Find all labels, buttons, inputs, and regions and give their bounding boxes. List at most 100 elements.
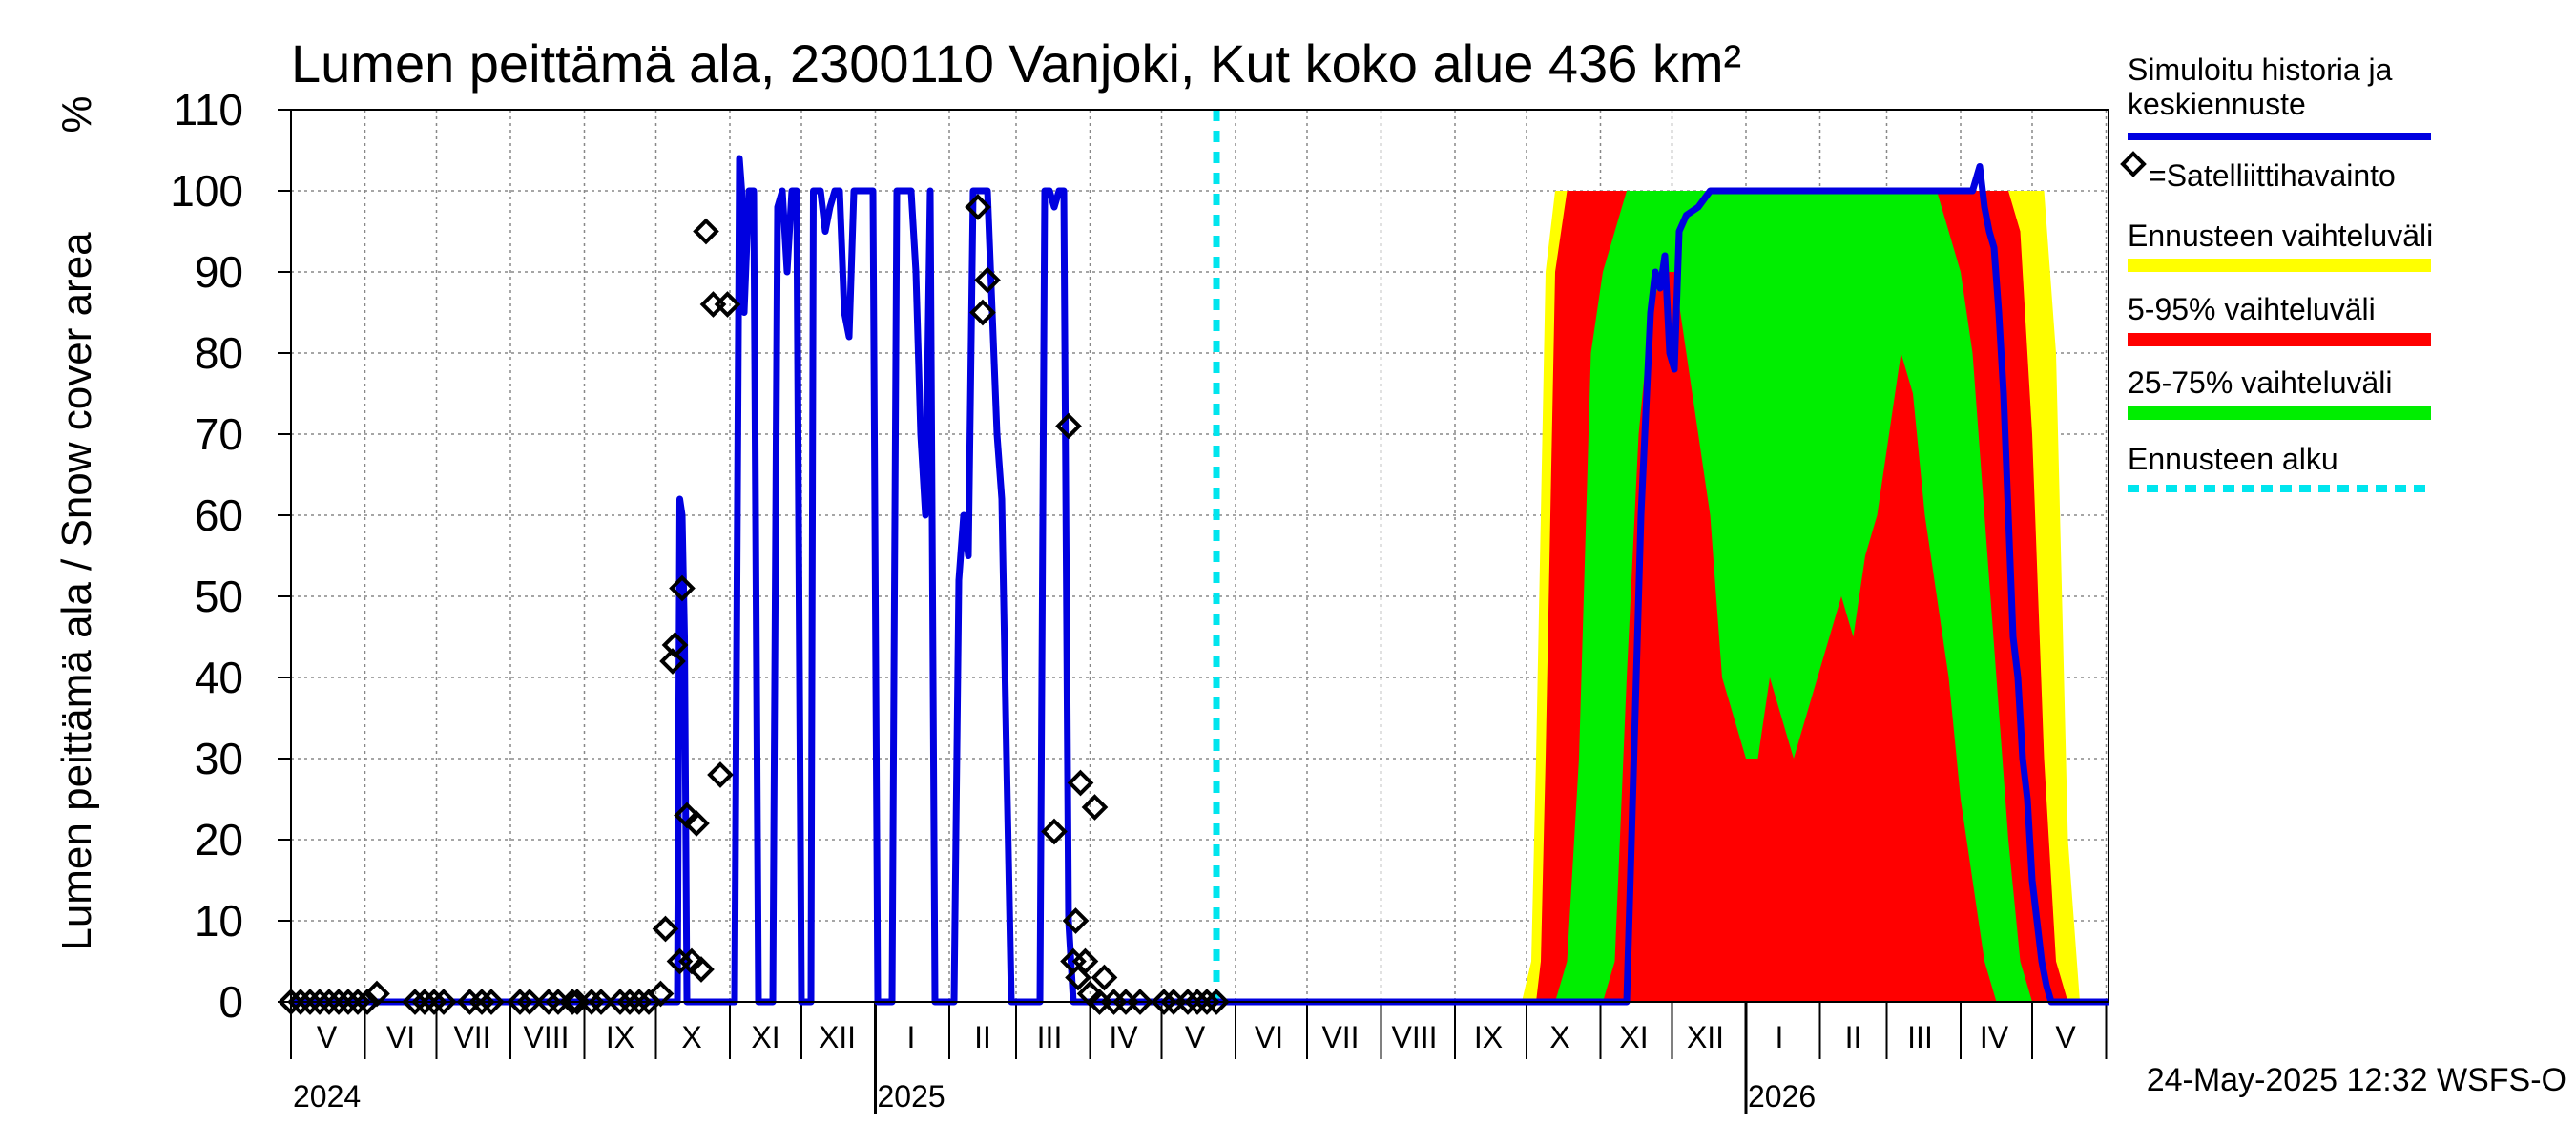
month-label: V (2055, 1020, 2076, 1054)
year-label: 2025 (878, 1079, 945, 1114)
month-label: VIII (1391, 1020, 1437, 1054)
observation-point (1127, 989, 1153, 1015)
observation-point (616, 989, 643, 1015)
month-label: X (1549, 1020, 1569, 1054)
chart-title: Lumen peittämä ala, 2300110 Vanjoki, Kut… (291, 33, 1741, 94)
observation-point (626, 989, 653, 1015)
observation-point (1194, 989, 1220, 1015)
legend-label: 25-75% vaihteluväli (2128, 365, 2393, 400)
observation-point (652, 915, 679, 943)
series-forecast-line (1216, 163, 2109, 1006)
month-label: I (907, 1020, 916, 1054)
observation-point (316, 989, 343, 1015)
observation-point (325, 989, 352, 1015)
y-unit: % (53, 95, 100, 133)
month-label: XII (819, 1020, 856, 1054)
observation-point (669, 574, 696, 602)
observation-point (507, 989, 533, 1015)
month-label: IX (1474, 1020, 1503, 1054)
observation-point (688, 956, 715, 983)
observation-point (468, 989, 495, 1015)
observation-point (297, 989, 323, 1015)
legend-label: =Satelliittihavainto (2149, 158, 2396, 193)
month-label: III (1037, 1020, 1063, 1054)
legend-label: Simuloitu historia ja keskiennuste (2128, 52, 2393, 121)
y-tick-label: 70 (195, 409, 243, 459)
observation-point (578, 989, 605, 1015)
observation-point (421, 989, 447, 1015)
month-label: VII (453, 1020, 490, 1054)
y-tick-label: 40 (195, 653, 243, 702)
observation-point (535, 989, 562, 1015)
observation-point (607, 989, 634, 1015)
y-tick-label: 80 (195, 328, 243, 378)
legend: Simuloitu historia ja keskiennuste =Satell… (2120, 52, 2433, 492)
legend-label: Ennusteen alku (2128, 442, 2338, 476)
y-tick-label: 100 (170, 166, 243, 216)
month-label: XI (751, 1020, 779, 1054)
y-tick-label: 30 (195, 734, 243, 783)
observation-point (1174, 989, 1201, 1015)
legend-label: 5-95% vaihteluväli (2128, 292, 2376, 326)
legend-diamond (2120, 151, 2147, 177)
y-tick-label: 10 (195, 896, 243, 946)
observation-point (287, 989, 314, 1015)
month-label: X (681, 1020, 701, 1054)
month-label: VIII (523, 1020, 569, 1054)
month-label: IV (1109, 1020, 1138, 1054)
observation-point (430, 989, 457, 1015)
observation-point (1067, 769, 1094, 797)
observation-point (647, 980, 675, 1008)
observation-point (588, 989, 614, 1015)
observation-point (1041, 818, 1068, 845)
observation-point (1184, 989, 1211, 1015)
month-label: I (1776, 1020, 1784, 1054)
observation-point (683, 810, 710, 837)
y-tick-label: 0 (218, 977, 243, 1027)
legend-label-line: Simuloitu historia ja (2128, 52, 2393, 87)
observation-point (1071, 947, 1099, 975)
y-tick-label: 20 (195, 815, 243, 864)
month-label: VII (1321, 1020, 1359, 1054)
month-label: II (1845, 1020, 1862, 1054)
y-tick-label: 50 (195, 572, 243, 621)
month-label: III (1907, 1020, 1933, 1054)
month-label: VI (1255, 1020, 1283, 1054)
observation-point (516, 989, 543, 1015)
footer-timestamp: 24-May-2025 12:32 WSFS-O (2147, 1062, 2566, 1098)
month-label: IX (606, 1020, 634, 1054)
plot-frame (290, 109, 2109, 1003)
observation-point (402, 989, 428, 1015)
observation-point (1203, 989, 1230, 1015)
month-label: V (1185, 1020, 1206, 1054)
month-label: II (974, 1020, 991, 1054)
observation-point (335, 989, 362, 1015)
y-tick-label: 90 (195, 247, 243, 297)
observation-point (1081, 794, 1109, 821)
month-label: XII (1687, 1020, 1724, 1054)
observation-point (478, 989, 505, 1015)
observation-point (1091, 964, 1118, 991)
observation-point (707, 761, 734, 788)
observation-point (306, 989, 333, 1015)
year-label: 2024 (293, 1079, 361, 1114)
observation-point (969, 299, 996, 326)
y-axis-label: Lumen peittämä ala / Snow cover area (53, 232, 100, 951)
month-label: VI (386, 1020, 415, 1054)
observation-point (1055, 412, 1082, 440)
observation-point (714, 291, 741, 318)
observation-point (661, 632, 689, 658)
legend-label: Ennusteen vaihteluväli (2128, 219, 2433, 253)
month-label: IV (1980, 1020, 2009, 1054)
y-tick-label: 110 (174, 85, 243, 135)
observation-point (974, 266, 1001, 294)
observation-point (1151, 989, 1177, 1015)
observation-point (364, 980, 390, 1008)
observation-point (693, 218, 719, 245)
observation-point (965, 194, 991, 220)
observation-point (344, 989, 371, 1015)
year-label: 2026 (1748, 1079, 1816, 1114)
observation-point (411, 989, 438, 1015)
